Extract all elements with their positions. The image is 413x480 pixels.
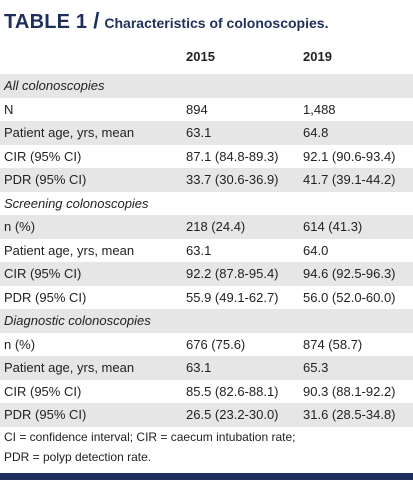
table-row: Patient age, yrs, mean 63.1 64.8 [0,121,413,145]
cell-2015: 55.9 (49.1-62.7) [186,289,279,305]
row-label: CIR (95% CI) [4,383,82,399]
table-row: CIR (95% CI) 87.1 (84.8-89.3) 92.1 (90.6-9… [0,145,413,169]
section-header-row: Diagnostic colonoscopies [0,309,413,333]
section-header-row: All colonoscopies [0,74,413,98]
table-row: Patient age, yrs, mean 63.1 65.3 [0,356,413,380]
row-label: CIR (95% CI) [4,266,82,281]
data-table: 2015 2019 All colonoscopies N 894 1,488 Pati… [0,40,413,427]
cell-2015: 218 (24.4) [186,219,246,234]
table-row: PDR (95% CI) 26.5 (23.2-30.0) 31.6 (28.5-3… [0,403,413,427]
cell-2015: 33.7 (30.6-36.9) [186,172,279,187]
table-row: n (%) 218 (24.4) 614 (41.3) [0,215,413,239]
cell-2015: 894 [186,101,208,117]
row-label: n (%) [4,336,36,352]
cell-2015: 63.1 [186,242,212,258]
row-label: Patient age, yrs, mean [4,360,135,375]
cell-2019: 64.8 [303,125,329,140]
table-row: n (%) 676 (75.6) 874 (58.7) [0,333,413,357]
footnote-line-1: CI = confidence interval; CIR = caecum i… [4,430,296,444]
cell-2015: 676 (75.6) [186,336,246,352]
cell-2019: 94.6 (92.5-96.3) [303,266,396,281]
cell-2019: 56.0 (52.0-60.0) [303,289,396,305]
table-header-row: 2015 2019 [0,40,413,74]
row-label: Patient age, yrs, mean [4,125,135,140]
row-label: PDR (95% CI) [4,407,87,422]
cell-2019: 92.1 (90.6-93.4) [303,148,396,164]
cell-2019: 64.0 [303,242,329,258]
table-row: Patient age, yrs, mean 63.1 64.0 [0,239,413,263]
table-row: CIR (95% CI) 92.2 (87.8-95.4) 94.6 (92.5-9… [0,262,413,286]
title-separator: / [93,8,100,33]
table-footnote: CI = confidence interval; CIR = caecum i… [4,427,409,467]
cell-2019: 31.6 (28.5-34.8) [303,407,396,422]
footnote-line-2: PDR = polyp detection rate. [4,450,152,464]
cell-2015: 85.5 (82.6-88.1) [186,383,279,399]
header-cell-2015: 2015 [186,49,215,64]
cell-2019: 614 (41.3) [303,219,363,234]
cell-2015: 63.1 [186,125,212,140]
row-label: n (%) [4,219,36,234]
table-row: N 894 1,488 [0,98,413,122]
row-label: PDR (95% CI) [4,172,87,187]
cell-2015: 63.1 [186,360,212,375]
cell-2019: 65.3 [303,360,329,375]
row-label: Screening colonoscopies [4,195,149,211]
row-label: Patient age, yrs, mean [4,242,135,258]
cell-2019: 90.3 (88.1-92.2) [303,383,396,399]
table-row: PDR (95% CI) 55.9 (49.1-62.7) 56.0 (52.0-6… [0,286,413,310]
bottom-rule [0,473,413,480]
cell-2015: 92.2 (87.8-95.4) [186,266,279,281]
section-header-row: Screening colonoscopies [0,192,413,216]
header-cell-2019: 2019 [303,49,332,64]
cell-2015: 26.5 (23.2-30.0) [186,407,279,422]
table-body: All colonoscopies N 894 1,488 Patient age, y… [0,74,413,427]
cell-2019: 1,488 [303,101,336,117]
cell-2019: 41.7 (39.1-44.2) [303,172,396,187]
cell-2019: 874 (58.7) [303,336,363,352]
row-label: N [4,101,14,117]
row-label: CIR (95% CI) [4,148,82,164]
table-row: CIR (95% CI) 85.5 (82.6-88.1) 90.3 (88.1-9… [0,380,413,404]
table-caption: Characteristics of colonoscopies. [104,15,329,31]
cell-2015: 87.1 (84.8-89.3) [186,148,279,164]
table-number: TABLE 1 [4,11,88,33]
table-row: PDR (95% CI) 33.7 (30.6-36.9) 41.7 (39.1-4… [0,168,413,192]
row-label: All colonoscopies [4,78,105,93]
row-label: Diagnostic colonoscopies [4,313,151,328]
table-title: TABLE 1 / Characteristics of colonoscopi… [4,8,328,36]
row-label: PDR (95% CI) [4,289,87,305]
